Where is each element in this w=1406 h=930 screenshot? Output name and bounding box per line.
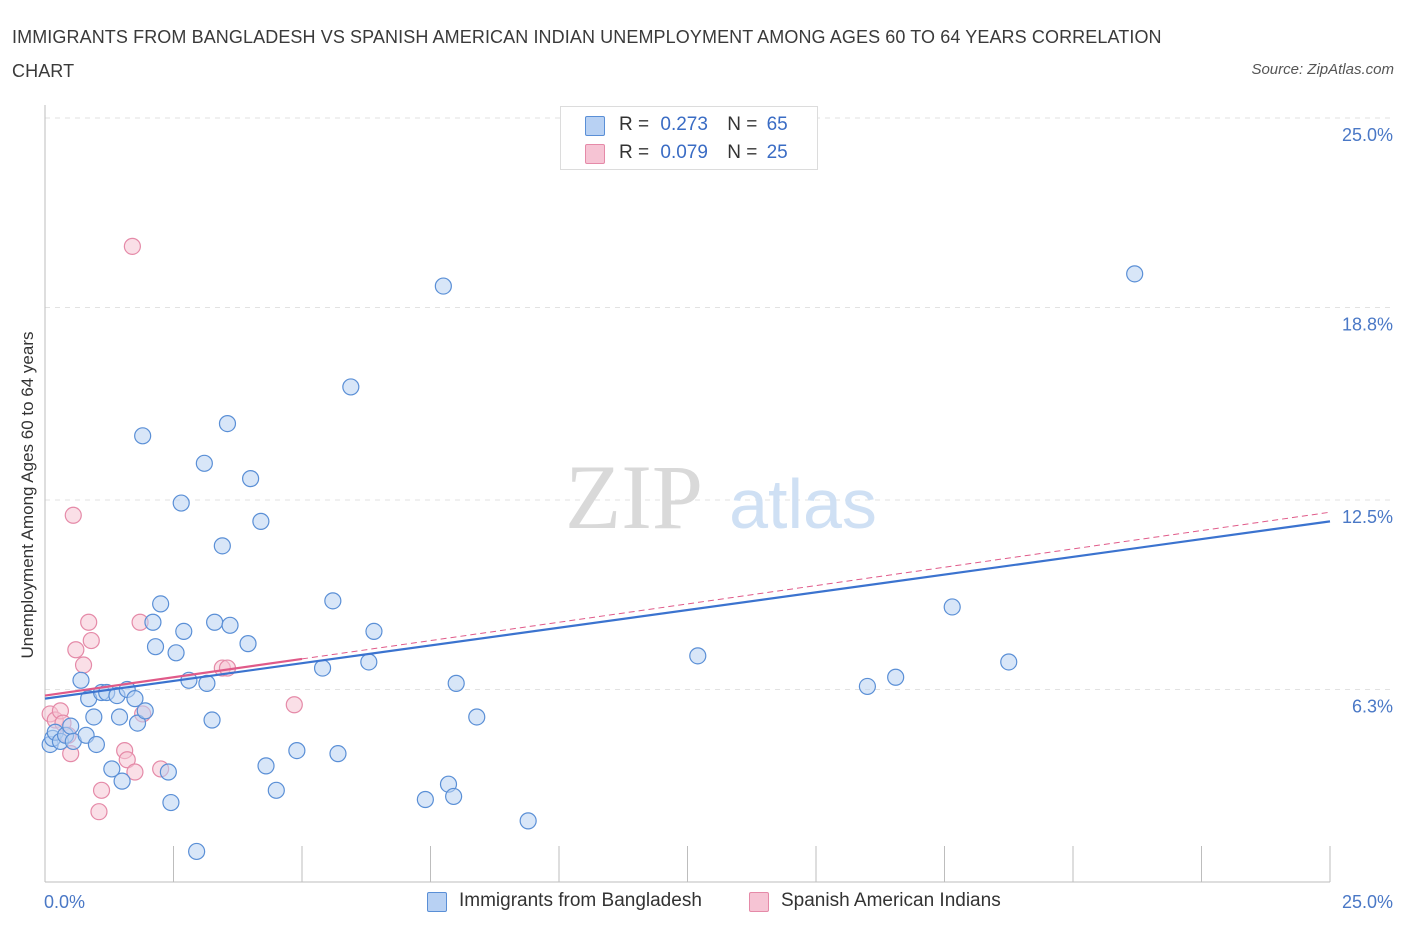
bangladesh-point bbox=[218, 415, 237, 433]
legend-swatch-blue bbox=[585, 116, 605, 136]
bottom-legend-swatch-pink bbox=[749, 892, 769, 912]
watermark-atlas: atlas bbox=[729, 465, 877, 543]
watermark-zip: ZIP bbox=[565, 446, 703, 548]
bangladesh-point bbox=[152, 595, 170, 613]
bangladesh-point bbox=[203, 711, 221, 729]
points-layer bbox=[41, 237, 1144, 861]
bangladesh-point bbox=[858, 677, 877, 696]
bangladesh-point bbox=[206, 613, 224, 631]
source-label: Source: ZipAtlas.com bbox=[1251, 61, 1394, 78]
bangladesh-point bbox=[445, 787, 463, 806]
y-tick-label: 25.0% bbox=[1342, 125, 1393, 145]
bangladesh-point bbox=[110, 708, 129, 726]
bangladesh-point bbox=[267, 781, 285, 799]
legend-swatch-pink bbox=[585, 144, 605, 164]
bangladesh-point bbox=[257, 757, 275, 775]
bangladesh-point bbox=[329, 745, 347, 763]
bangladesh-point bbox=[188, 842, 206, 861]
bottom-legend-swatch-blue bbox=[427, 892, 447, 912]
bangladesh-point bbox=[313, 659, 332, 677]
bangladesh-point bbox=[213, 537, 231, 555]
bangladesh-point bbox=[128, 714, 147, 732]
spanish-american-indian-point bbox=[64, 506, 82, 524]
bangladesh-point bbox=[134, 427, 152, 445]
bangladesh-point bbox=[447, 674, 465, 692]
r-label: R = bbox=[619, 142, 650, 163]
spanish-american-indian-point bbox=[80, 613, 98, 631]
bottom-legend-label: Spanish American Indians bbox=[781, 890, 1001, 911]
bangladesh-point bbox=[126, 690, 144, 708]
bangladesh-point bbox=[144, 613, 162, 631]
bangladesh-point bbox=[221, 616, 239, 634]
bangladesh-point bbox=[434, 277, 452, 295]
spanish-american-indian-point bbox=[92, 781, 111, 799]
bangladesh-point bbox=[1000, 653, 1018, 671]
x-tick-label: 25.0% bbox=[1342, 892, 1393, 912]
bangladesh-point bbox=[85, 708, 103, 726]
bangladesh-point bbox=[162, 793, 180, 812]
bangladesh-point bbox=[103, 760, 121, 778]
legend-text: R = 0.079 N = 25 bbox=[619, 142, 788, 164]
spanish-american-indian-point bbox=[126, 763, 144, 781]
r-value: 0.273 bbox=[660, 114, 708, 135]
n-label: N = bbox=[727, 142, 758, 163]
n-label: N = bbox=[727, 114, 758, 135]
bangladesh-point bbox=[136, 702, 154, 720]
bangladesh-trend-line bbox=[44, 520, 1331, 700]
bangladesh-point bbox=[943, 598, 961, 616]
spanish-american-indian-point bbox=[90, 803, 108, 821]
spanish-american-indian-trend-line bbox=[44, 657, 303, 697]
bangladesh-point bbox=[113, 772, 131, 790]
n-value: 25 bbox=[766, 142, 788, 163]
spanish-american-indian-point bbox=[285, 696, 303, 714]
r-value: 0.079 bbox=[660, 142, 708, 163]
ticks-layer: 6.3% 12.5% 18.8% 25.0% 0.0% 25.0% bbox=[44, 125, 1393, 912]
chart-title: IMMIGRANTS FROM BANGLADESH VS SPANISH AM… bbox=[12, 27, 1162, 81]
bangladesh-point bbox=[1126, 265, 1144, 283]
correlation-legend: R = 0.273 N = 65 R = 0.079 N = 25 bbox=[560, 106, 818, 170]
n-value: 65 bbox=[766, 114, 788, 135]
bangladesh-point bbox=[689, 647, 707, 665]
bangladesh-point bbox=[146, 638, 165, 656]
bangladesh-point bbox=[468, 708, 486, 726]
bangladesh-point bbox=[62, 717, 80, 735]
bottom-legend-label: Immigrants from Bangladesh bbox=[459, 890, 702, 911]
bangladesh-point bbox=[167, 644, 185, 662]
axis-layer bbox=[44, 105, 1331, 883]
spanish-american-indian-trend-extension bbox=[301, 511, 1331, 660]
bangladesh-point bbox=[342, 378, 360, 396]
bangladesh-point bbox=[252, 512, 270, 530]
spanish-american-indian-point bbox=[82, 631, 100, 650]
spanish-american-indian-point bbox=[118, 751, 136, 769]
spanish-american-indian-point bbox=[74, 656, 93, 674]
spanish-american-indian-point bbox=[67, 641, 85, 659]
bangladesh-point bbox=[72, 671, 90, 689]
bangladesh-point bbox=[288, 741, 306, 760]
bangladesh-point bbox=[175, 622, 193, 641]
bangladesh-point bbox=[242, 470, 260, 488]
bangladesh-point bbox=[365, 622, 383, 641]
x-tick-label: 0.0% bbox=[44, 892, 85, 912]
trend-layer bbox=[44, 511, 1331, 700]
legend-text: R = 0.273 N = 65 bbox=[619, 114, 788, 136]
bangladesh-point bbox=[87, 735, 106, 754]
bangladesh-point bbox=[159, 763, 177, 781]
bangladesh-point bbox=[324, 592, 342, 610]
r-label: R = bbox=[619, 114, 650, 135]
bangladesh-point bbox=[195, 454, 213, 472]
bangladesh-point bbox=[416, 790, 434, 809]
bangladesh-point bbox=[360, 653, 378, 671]
bangladesh-point bbox=[887, 668, 905, 686]
watermark: ZIP atlas bbox=[565, 446, 877, 548]
y-tick-label: 18.8% bbox=[1342, 314, 1393, 334]
bangladesh-point bbox=[239, 635, 257, 653]
spanish-american-indian-point bbox=[123, 237, 141, 255]
y-tick-label: 6.3% bbox=[1352, 696, 1393, 716]
grid-layer bbox=[45, 117, 1395, 690]
bangladesh-point bbox=[172, 494, 190, 512]
y-tick-label: 12.5% bbox=[1342, 507, 1393, 527]
bangladesh-point bbox=[519, 812, 537, 830]
